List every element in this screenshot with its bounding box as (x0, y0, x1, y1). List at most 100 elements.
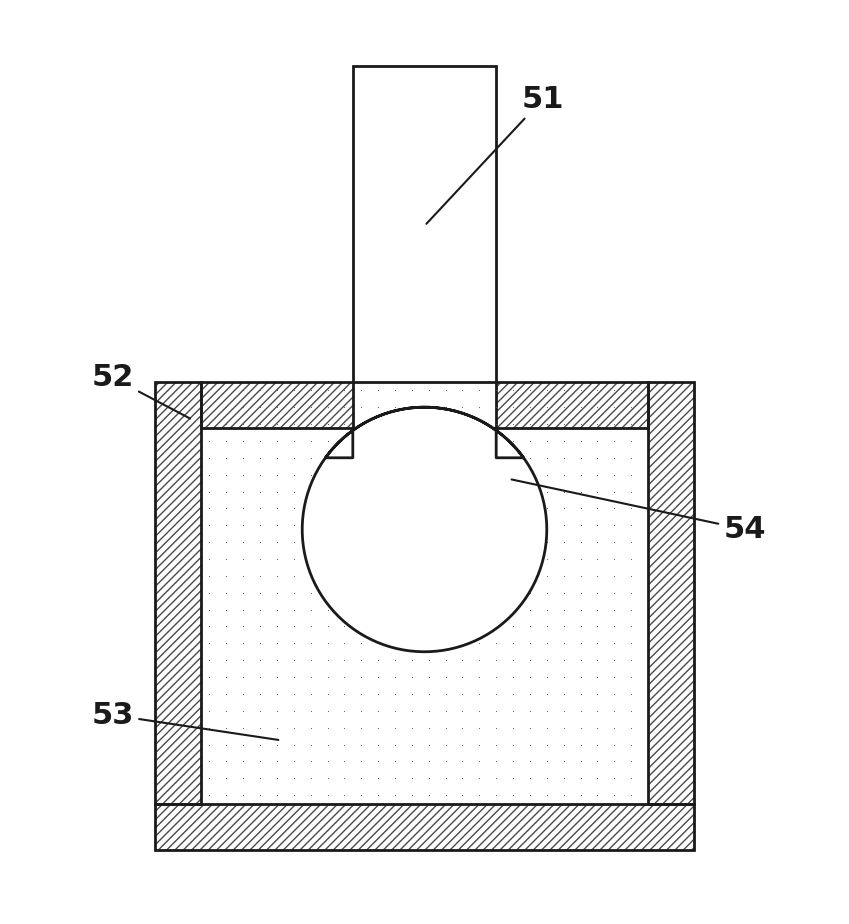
Point (624, 754, 638, 769)
Point (506, 636, 520, 650)
Point (574, 771, 588, 785)
Point (591, 636, 604, 650)
Point (338, 417, 351, 432)
Point (591, 568, 604, 583)
Point (405, 670, 419, 685)
Point (540, 703, 554, 718)
Point (354, 383, 368, 397)
Point (236, 568, 250, 583)
Point (220, 568, 233, 583)
Point (456, 771, 469, 785)
Point (354, 771, 368, 785)
Point (220, 771, 233, 785)
Point (287, 383, 301, 397)
Point (574, 721, 588, 736)
Point (624, 670, 638, 685)
Point (321, 383, 335, 397)
Point (506, 754, 520, 769)
Point (591, 552, 604, 566)
Point (220, 687, 233, 701)
Point (405, 754, 419, 769)
Point (439, 737, 453, 752)
Point (338, 737, 351, 752)
Polygon shape (201, 382, 648, 804)
Point (624, 771, 638, 785)
Point (338, 687, 351, 701)
Point (439, 670, 453, 685)
Point (523, 400, 537, 415)
Polygon shape (496, 382, 648, 428)
Point (388, 703, 402, 718)
Point (540, 771, 554, 785)
Point (624, 568, 638, 583)
Point (591, 653, 604, 668)
Point (236, 450, 250, 465)
Point (624, 721, 638, 736)
Point (304, 653, 318, 668)
Point (220, 433, 233, 448)
Point (574, 703, 588, 718)
Point (253, 450, 267, 465)
Point (270, 568, 284, 583)
Point (608, 788, 621, 803)
Point (287, 737, 301, 752)
Point (540, 585, 554, 600)
Point (236, 501, 250, 516)
Point (523, 754, 537, 769)
Point (220, 703, 233, 718)
Point (388, 670, 402, 685)
Point (540, 754, 554, 769)
Point (236, 619, 250, 634)
Point (388, 771, 402, 785)
Point (236, 400, 250, 415)
Point (608, 417, 621, 432)
Point (608, 636, 621, 650)
Point (557, 484, 571, 499)
Point (338, 754, 351, 769)
Point (253, 417, 267, 432)
Point (540, 468, 554, 482)
Point (557, 400, 571, 415)
Point (456, 383, 469, 397)
Point (422, 703, 436, 718)
Point (270, 619, 284, 634)
Point (506, 737, 520, 752)
Point (574, 602, 588, 617)
Point (506, 653, 520, 668)
Point (591, 737, 604, 752)
Point (287, 788, 301, 803)
Point (557, 737, 571, 752)
Point (540, 400, 554, 415)
Point (523, 433, 537, 448)
Point (220, 468, 233, 482)
Point (203, 568, 216, 583)
Point (608, 535, 621, 550)
Point (506, 383, 520, 397)
Point (608, 383, 621, 397)
Point (540, 417, 554, 432)
Point (591, 619, 604, 634)
Point (456, 721, 469, 736)
Point (287, 552, 301, 566)
Point (253, 501, 267, 516)
Point (354, 400, 368, 415)
Point (506, 417, 520, 432)
Point (203, 771, 216, 785)
Point (371, 771, 385, 785)
Point (203, 737, 216, 752)
Point (489, 754, 503, 769)
Point (624, 535, 638, 550)
Point (270, 653, 284, 668)
Point (270, 517, 284, 532)
Point (304, 687, 318, 701)
Polygon shape (155, 804, 694, 850)
Point (608, 619, 621, 634)
Point (253, 636, 267, 650)
Point (338, 619, 351, 634)
Point (371, 754, 385, 769)
Point (439, 721, 453, 736)
Point (371, 670, 385, 685)
Point (203, 687, 216, 701)
Point (608, 703, 621, 718)
Point (557, 383, 571, 397)
